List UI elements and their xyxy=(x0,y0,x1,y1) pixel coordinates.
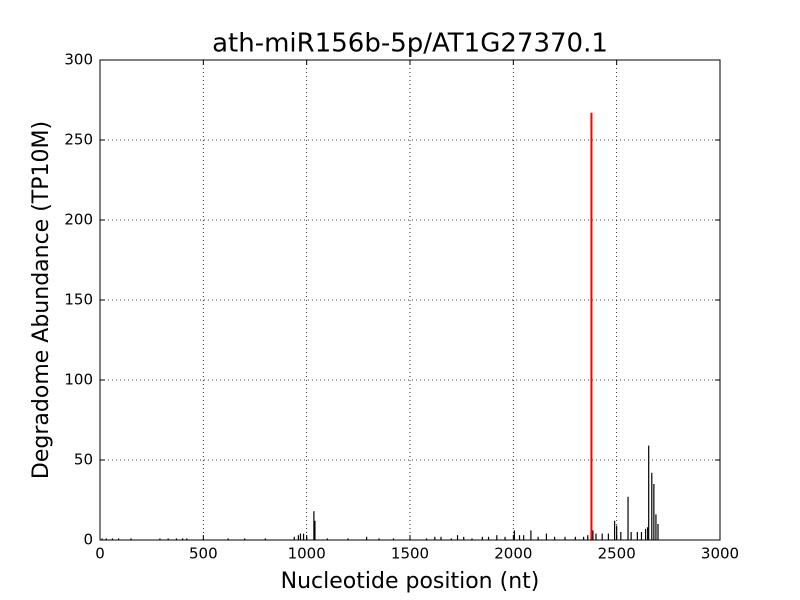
y-tick-label: 100 xyxy=(64,371,93,389)
x-tick-label: 3000 xyxy=(701,545,739,563)
chart-title: ath-miR156b-5p/AT1G27370.1 xyxy=(212,29,608,59)
x-tick-label: 1500 xyxy=(391,545,429,563)
x-tick-label: 500 xyxy=(189,545,218,563)
x-tick-label: 0 xyxy=(95,545,105,563)
y-axis-label: Degradome Abundance (TP10M) xyxy=(29,121,54,479)
x-tick-label: 2000 xyxy=(494,545,532,563)
y-tick-label: 0 xyxy=(83,531,93,549)
y-tick-label: 50 xyxy=(74,451,93,469)
y-tick-label: 300 xyxy=(64,51,93,69)
x-tick-label: 2500 xyxy=(598,545,636,563)
x-tick-label: 1000 xyxy=(288,545,326,563)
y-tick-label: 200 xyxy=(64,211,93,229)
y-tick-label: 150 xyxy=(64,291,93,309)
x-axis-label: Nucleotide position (nt) xyxy=(281,569,540,594)
y-tick-label: 250 xyxy=(64,131,93,149)
plot-frame xyxy=(99,59,721,541)
